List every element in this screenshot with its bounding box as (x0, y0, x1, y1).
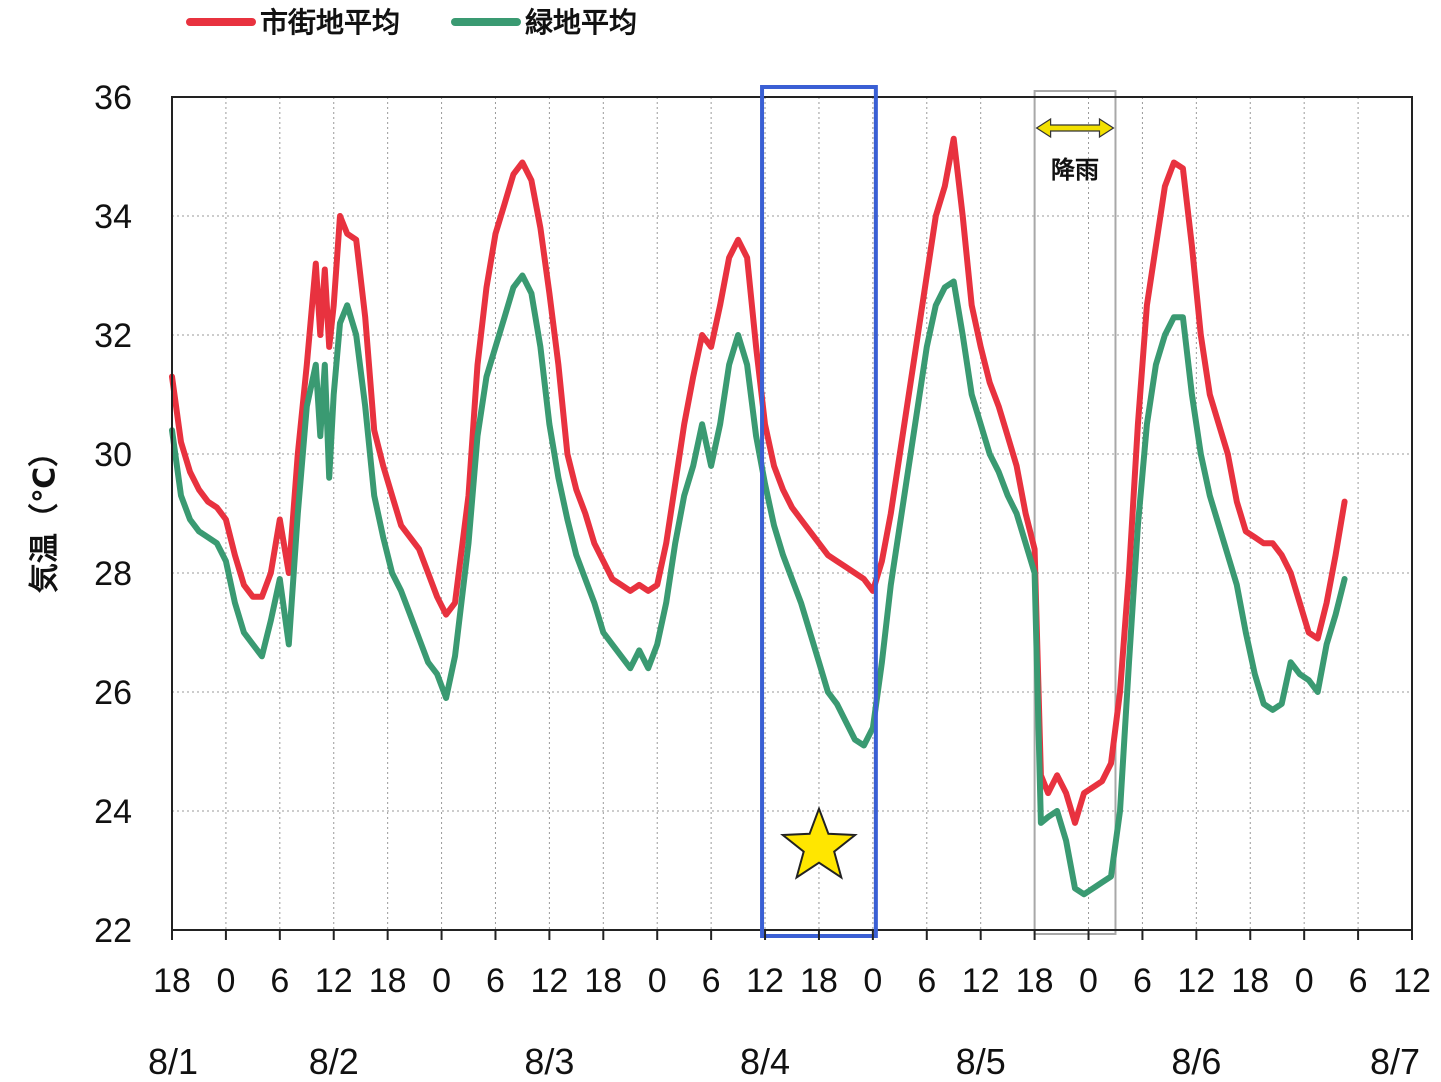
x-tick-label: 18 (369, 962, 407, 1000)
x-tick-label: 0 (648, 962, 667, 1000)
series-line-green (169, 272, 1348, 898)
x-tick-label: 18 (584, 962, 622, 1000)
x-tick-label: 12 (315, 962, 353, 1000)
x-tick-label: 12 (1393, 962, 1431, 1000)
rain-label: 降雨 (1051, 156, 1099, 184)
legend-label: 緑地平均 (525, 6, 637, 39)
x-tick-label: 0 (1295, 962, 1314, 1000)
y-axis-ticks: 22 24 26 28 30 32 34 36 (94, 79, 132, 950)
series-line-urban (169, 135, 1348, 826)
x-tick-label: 18 (800, 962, 838, 1000)
x-tick-label: 18 (153, 962, 191, 1000)
x-tick-label: 6 (1349, 962, 1368, 1000)
x-tick-label: 0 (863, 962, 882, 1000)
x-axis-date-labels: 8/1 8/2 8/3 8/4 8/5 8/6 8/7 (148, 1041, 1420, 1082)
y-tick-label: 36 (94, 79, 132, 117)
date-label: 8/3 (524, 1041, 574, 1082)
x-tick-label: 18 (1016, 962, 1054, 1000)
rain-arrow-icon (1035, 117, 1115, 139)
y-axis-label: 気温（℃） (28, 437, 63, 593)
star-icon (780, 805, 858, 880)
x-axis-ticks: 18 0 6 12 18 0 6 12 18 0 6 12 18 0 6 12 18 0 6 12 18 0 6 12 (153, 930, 1431, 1000)
x-tick-label: 12 (746, 962, 784, 1000)
plot-frame (171, 96, 1413, 931)
x-tick-label: 0 (216, 962, 235, 1000)
x-tick-label: 12 (1177, 962, 1215, 1000)
date-label: 8/5 (956, 1041, 1006, 1082)
y-tick-label: 28 (94, 555, 132, 593)
date-label: 8/6 (1171, 1041, 1221, 1082)
y-tick-label: 30 (94, 436, 132, 474)
x-tick-label: 6 (1133, 962, 1152, 1000)
date-label: 8/7 (1370, 1041, 1420, 1082)
x-tick-label: 6 (702, 962, 721, 1000)
date-label: 8/4 (740, 1041, 790, 1082)
series-lines (169, 135, 1348, 898)
x-tick-label: 0 (432, 962, 451, 1000)
x-tick-label: 12 (530, 962, 568, 1000)
y-tick-label: 24 (94, 793, 132, 831)
x-tick-label: 12 (962, 962, 1000, 1000)
rain-period-box (1033, 90, 1117, 935)
y-tick-label: 26 (94, 674, 132, 712)
annotation-boxes (1033, 90, 1117, 935)
y-tick-label: 22 (94, 912, 132, 950)
x-tick-label: 6 (486, 962, 505, 1000)
x-tick-label: 6 (270, 962, 289, 1000)
legend-label: 市街地平均 (260, 6, 400, 39)
y-tick-label: 32 (94, 317, 132, 355)
y-tick-label: 34 (94, 198, 132, 236)
x-tick-label: 0 (1079, 962, 1098, 1000)
x-tick-label: 18 (1231, 962, 1269, 1000)
x-tick-label: 6 (917, 962, 936, 1000)
legend: 市街地平均 緑地平均 (186, 6, 637, 39)
date-label: 8/2 (309, 1041, 359, 1082)
date-label: 8/1 (148, 1041, 198, 1082)
